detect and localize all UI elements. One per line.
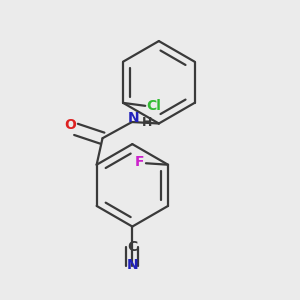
Text: H: H: [142, 116, 152, 129]
Text: N: N: [127, 258, 138, 272]
Text: O: O: [64, 118, 76, 132]
Text: Cl: Cl: [146, 99, 161, 113]
Text: N: N: [128, 111, 139, 125]
Text: C: C: [127, 240, 137, 254]
Text: F: F: [135, 155, 144, 169]
